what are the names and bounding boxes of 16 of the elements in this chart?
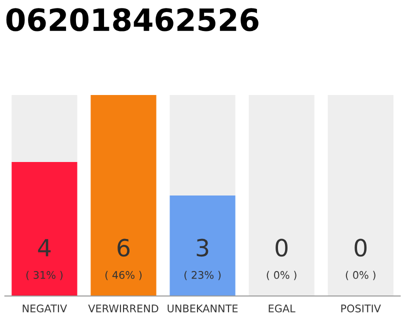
data-label: 6 <box>118 238 130 257</box>
x-tick-label: NEGATIV <box>22 304 68 312</box>
annotation: ( 46% ) <box>105 270 142 280</box>
x-tick-label: POSITIV <box>341 304 381 312</box>
annotation: 0 <box>354 238 367 257</box>
annotation: 0 <box>276 238 288 257</box>
annotation: ( 31% ) <box>26 270 62 280</box>
x-tick-label: VERWIRREND <box>88 304 158 312</box>
annotation: ( 0% ) <box>266 270 296 280</box>
data-label: 3 <box>196 238 208 257</box>
x-tick-label: UNBEKANNTE <box>168 304 238 312</box>
data-label: 4 <box>38 239 51 256</box>
x-tick-label: EGAL <box>268 304 296 312</box>
annotation: ( 23% ) <box>184 270 221 280</box>
chart-title: 062018462526 <box>6 8 258 32</box>
annotation: ( 0% ) <box>346 270 376 280</box>
